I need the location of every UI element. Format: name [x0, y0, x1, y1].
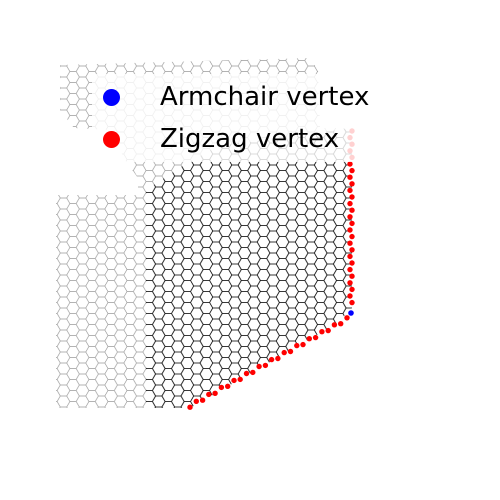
zigzag-vertex	[199, 397, 206, 403]
zigzag-vertex	[349, 220, 355, 227]
zigzag-vertex	[349, 167, 355, 174]
zigzag-vertex	[212, 390, 218, 396]
zigzag-vertex	[347, 200, 353, 207]
zigzag-vertex	[347, 240, 353, 246]
legend-label-zigzag: Zigzag vertex	[160, 124, 340, 154]
zigzag-vertex	[294, 342, 300, 349]
zigzag-vertex	[349, 273, 355, 279]
zigzag-vertex	[206, 391, 212, 398]
zigzag-vertex	[338, 321, 344, 327]
zigzag-vertex	[347, 174, 353, 180]
zigzag-vertex	[275, 355, 281, 362]
zigzag-vertex	[250, 369, 256, 376]
legend: Armchair vertex Zigzag vertex	[92, 74, 376, 162]
zigzag-vertex	[281, 349, 287, 356]
zigzag-vertex	[347, 293, 353, 299]
legend-entry-armchair: Armchair vertex	[96, 76, 369, 118]
legend-entry-zigzag: Zigzag vertex	[96, 118, 369, 160]
zigzag-vertex	[193, 398, 199, 404]
zigzag-vertex	[218, 384, 225, 391]
zigzag-vertex	[237, 376, 243, 383]
zigzag-vertex	[256, 363, 262, 370]
zigzag-vertex	[262, 362, 269, 369]
armchair-vertex-markers	[348, 310, 354, 316]
zigzag-vertex	[347, 187, 353, 194]
zigzag-vertex	[300, 341, 306, 348]
zigzag-vertex	[344, 315, 350, 321]
zigzag-vertex	[231, 377, 237, 384]
armchair-vertex	[348, 310, 354, 316]
armchair-marker-icon	[103, 88, 120, 106]
zigzag-vertex	[306, 336, 312, 342]
zigzag-vertex	[349, 181, 355, 187]
zigzag-vertex	[349, 286, 355, 293]
zigzag-vertex	[349, 194, 355, 200]
zigzag-vertex	[349, 207, 355, 213]
zigzag-vertex	[268, 356, 275, 363]
zigzag-vertex	[347, 161, 353, 167]
zigzag-vertex	[349, 299, 355, 306]
zigzag-vertex	[347, 266, 353, 273]
zigzag-vertex	[187, 404, 193, 410]
zigzag-vertex	[349, 233, 355, 240]
zigzag-vertex	[347, 214, 353, 220]
zigzag-vertex	[347, 253, 353, 260]
zigzag-vertex	[243, 370, 250, 377]
zigzag-vertex	[312, 334, 319, 341]
zigzag-vertex	[349, 247, 355, 253]
zigzag-vertex	[225, 383, 231, 389]
zigzag-vertex	[325, 327, 331, 334]
zigzag-vertex	[287, 348, 294, 355]
zigzag-vertex	[349, 260, 355, 266]
zigzag-vertex	[319, 329, 325, 335]
zigzag-vertex	[331, 322, 338, 328]
zigzag-vertex	[347, 280, 353, 286]
zigzag-vertex	[347, 227, 353, 233]
zigzag-marker-icon	[103, 130, 120, 148]
legend-label-armchair: Armchair vertex	[160, 82, 370, 112]
